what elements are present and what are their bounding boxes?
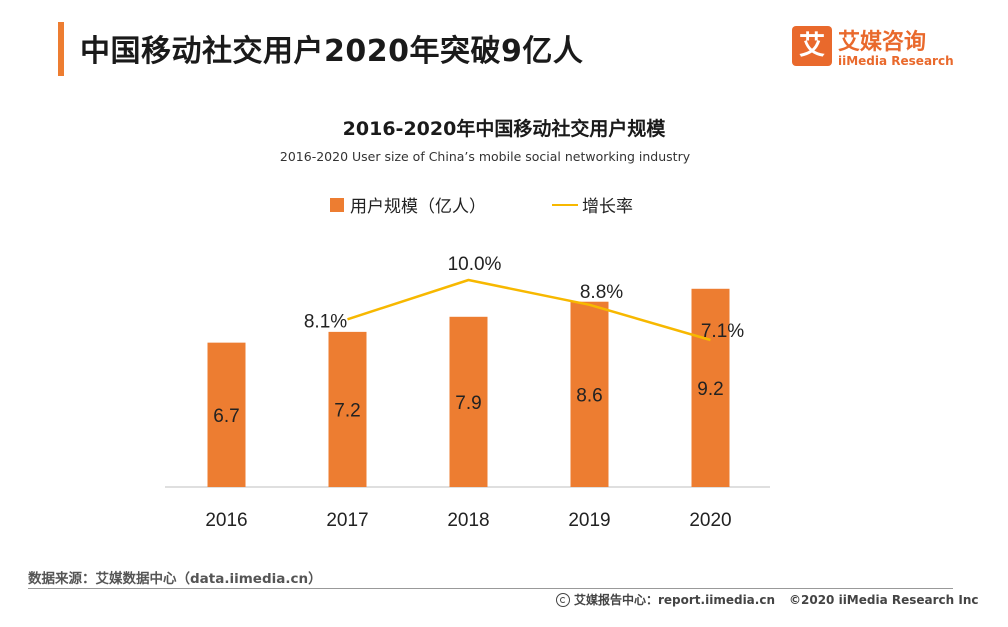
- legend-line-swatch: [552, 203, 578, 206]
- logo-text-cn: 艾媒咨询: [838, 30, 927, 55]
- logo-icon: 艾: [792, 26, 832, 66]
- data-source-note: 数据来源：艾媒数据中心（data.iimedia.cn）: [28, 571, 322, 587]
- logo-text-en: iiMedia Research: [838, 54, 954, 68]
- footer-credits: 艾媒报告中心：report.iimedia.cn ©2020 iiMedia R…: [556, 591, 979, 608]
- bar-2017: [328, 331, 367, 487]
- report-center-icon: [556, 592, 570, 607]
- title-accent-bar: [58, 22, 64, 76]
- chart-title: 2016-2020年中国移动社交用户规模: [342, 118, 666, 140]
- growth-label-2018: 10.0%: [448, 254, 502, 275]
- x-tick-label-2020: 2020: [689, 510, 731, 531]
- footer-divider: [28, 588, 953, 589]
- growth-label-2017: 8.1%: [304, 311, 347, 332]
- growth-rate-line: [347, 278, 711, 342]
- x-tick-label-2019: 2019: [568, 510, 610, 531]
- growth-label-2020: 7.1%: [701, 321, 744, 342]
- bar-value-label-2018: 7.9: [455, 393, 481, 414]
- bar-value-label-2019: 8.6: [576, 385, 602, 406]
- x-tick-label-2016: 2016: [205, 510, 247, 531]
- bar-2019: [570, 301, 609, 487]
- chart-legend: 用户规模（亿人） 增长率: [0, 192, 1008, 218]
- bar-value-label-2017: 7.2: [334, 400, 360, 421]
- bar-2020: [691, 288, 730, 487]
- copyright-text: ©2020 iiMedia Research Inc: [789, 592, 979, 607]
- legend-label-users: 用户规模（亿人）: [350, 197, 486, 217]
- brand-logo[interactable]: 艾 艾媒咨询 iiMedia Research: [792, 26, 962, 74]
- legend-bar-swatch: [330, 197, 344, 212]
- x-tick-label-2017: 2017: [326, 510, 368, 531]
- report-center-link[interactable]: 艾媒报告中心：report.iimedia.cn: [574, 593, 775, 607]
- x-tick-label-2018: 2018: [447, 510, 489, 531]
- legend-item-growth: 增长率: [552, 192, 633, 217]
- growth-label-2019: 8.8%: [580, 282, 623, 303]
- bar-value-label-2020: 9.2: [697, 379, 723, 400]
- legend-item-users: 用户规模（亿人）: [330, 192, 486, 217]
- bar-2016: [207, 342, 246, 487]
- legend-label-growth: 增长率: [582, 197, 633, 217]
- page-title: 中国移动社交用户2020年突破9亿人: [80, 34, 584, 69]
- bar-value-label-2016: 6.7: [213, 406, 239, 427]
- bar-2018: [449, 316, 488, 487]
- chart-subtitle: 2016-2020 User size of China’s mobile so…: [279, 149, 691, 164]
